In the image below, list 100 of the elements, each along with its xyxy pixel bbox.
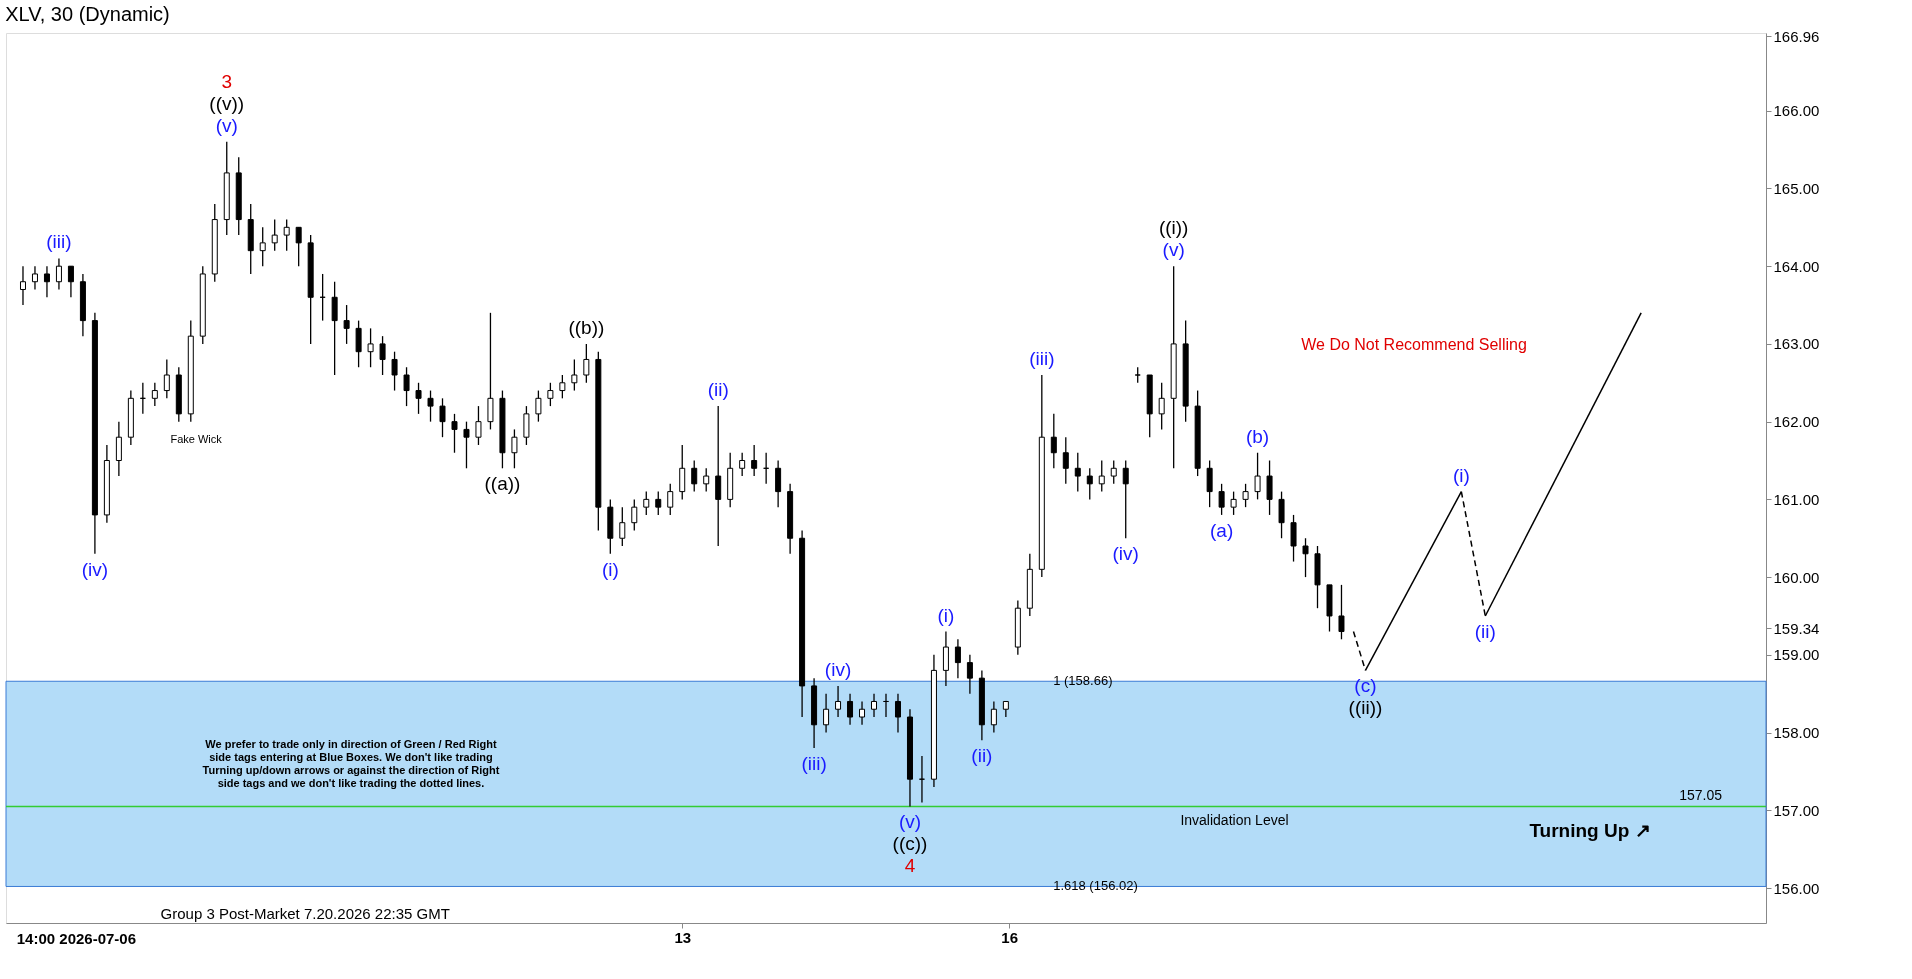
annotation: (i) bbox=[601, 558, 619, 580]
candlestick bbox=[427, 389, 434, 423]
candlestick bbox=[271, 218, 278, 252]
candlestick bbox=[535, 389, 542, 423]
annotation: (a) bbox=[1210, 519, 1234, 541]
annotation: 1.618 (156.02) bbox=[1053, 878, 1138, 894]
y-tick-label: 162.00 bbox=[1773, 413, 1820, 431]
y-tick-label: 164.00 bbox=[1773, 257, 1820, 275]
candlestick bbox=[511, 428, 518, 469]
y-tick-label: 166.96 bbox=[1773, 27, 1820, 45]
candlestick bbox=[19, 265, 26, 306]
candlestick bbox=[859, 700, 866, 726]
annotation: Turning Up ↗ bbox=[1529, 820, 1651, 842]
candlestick bbox=[1290, 514, 1297, 563]
text: 14:00 2026-07-06 bbox=[16, 930, 137, 948]
candlestick bbox=[343, 304, 350, 345]
candlestick bbox=[643, 490, 650, 516]
candlestick bbox=[1122, 459, 1129, 539]
annotation: ((b)) bbox=[568, 316, 605, 338]
y-tick-label: 165.00 bbox=[1773, 179, 1820, 197]
candlestick bbox=[559, 374, 566, 399]
annotation: (i) bbox=[1452, 464, 1470, 486]
y-tick-label: 166.00 bbox=[1773, 102, 1820, 120]
x-tick-label: 16 bbox=[1001, 928, 1018, 946]
candlestick bbox=[954, 638, 961, 679]
annotation: (c) bbox=[1354, 675, 1377, 697]
candlestick bbox=[163, 358, 170, 399]
candlestick bbox=[871, 693, 878, 718]
candlestick bbox=[1062, 436, 1069, 485]
annotation: ((a)) bbox=[484, 473, 521, 495]
candlestick bbox=[667, 483, 674, 516]
annotation: (iv) bbox=[1112, 543, 1139, 565]
y-tick-label: 163.00 bbox=[1773, 335, 1820, 353]
candlestick bbox=[1242, 483, 1249, 508]
candlestick bbox=[1338, 584, 1345, 640]
candlestick bbox=[1218, 483, 1225, 516]
annotation: ((ii)) bbox=[1348, 697, 1383, 719]
candlestick bbox=[775, 459, 782, 508]
candlestick bbox=[571, 358, 578, 392]
y-tick-label: 161.00 bbox=[1773, 490, 1820, 508]
y-tick-label: 159.00 bbox=[1773, 646, 1820, 664]
annotation: (iv) bbox=[824, 658, 852, 680]
candlestick bbox=[259, 226, 266, 267]
annotation: (v) bbox=[215, 114, 238, 136]
candlestick bbox=[523, 405, 530, 446]
candlestick bbox=[619, 506, 626, 547]
candlestick bbox=[990, 700, 997, 734]
annotation: We Do Not Recommend Selling bbox=[1301, 335, 1527, 353]
candlestick bbox=[894, 693, 901, 734]
candlestick bbox=[1098, 459, 1105, 493]
candlestick bbox=[331, 281, 338, 376]
candlestick bbox=[751, 444, 758, 477]
chart-title: XLV, 30 (Dynamic) bbox=[5, 3, 170, 26]
annotation: Invalidation Level bbox=[1180, 811, 1289, 828]
annotation: (v) bbox=[1162, 239, 1185, 261]
candlestick bbox=[439, 397, 446, 438]
annotation: (iii) bbox=[801, 753, 827, 775]
annotation: Fake Wick bbox=[170, 432, 223, 445]
candlestick bbox=[1074, 452, 1081, 493]
candlestick bbox=[966, 654, 973, 695]
candlestick bbox=[367, 327, 374, 368]
y-tick-label: 159.34 bbox=[1773, 619, 1820, 637]
candlestick bbox=[391, 351, 398, 392]
annotation: (iv) bbox=[81, 558, 109, 580]
candlestick bbox=[151, 382, 158, 407]
candlestick bbox=[583, 343, 590, 384]
candlestick bbox=[487, 312, 494, 431]
candlestick bbox=[631, 498, 638, 532]
annotation: 3 bbox=[221, 70, 233, 92]
candlestick bbox=[679, 444, 686, 501]
candlestick bbox=[823, 693, 830, 734]
annotation: (i) bbox=[937, 604, 955, 626]
candlestick bbox=[1086, 467, 1093, 501]
annotation: (ii) bbox=[707, 379, 729, 401]
candlestick bbox=[942, 630, 949, 687]
candlestick bbox=[43, 265, 50, 298]
candlestick bbox=[1302, 537, 1309, 578]
candlestick bbox=[1206, 459, 1213, 508]
annotation: (iii) bbox=[1029, 348, 1055, 370]
annotation: (iii) bbox=[46, 231, 72, 253]
candlestick bbox=[283, 218, 290, 252]
annotation: ((v)) bbox=[209, 92, 245, 114]
candlestick bbox=[703, 467, 710, 493]
candlestick bbox=[55, 257, 62, 291]
candlestick bbox=[655, 490, 662, 516]
candlestick bbox=[691, 459, 698, 493]
annotation: We prefer to trade only in direction of Green / Red Right side tags entering at Blue Boxes. We don't like trading Turning up/down arrows or against the direction of Right side tags and we don't like trading the dotted lines. bbox=[202, 738, 500, 789]
candlestick bbox=[451, 413, 458, 454]
y-tick-label: 160.00 bbox=[1773, 568, 1820, 586]
candlestick bbox=[415, 382, 422, 415]
annotation: 4 bbox=[904, 855, 916, 877]
candlestick bbox=[715, 405, 722, 547]
candlestick bbox=[1110, 459, 1117, 485]
candlestick bbox=[295, 226, 302, 267]
candlestick bbox=[1230, 490, 1237, 516]
candlestick bbox=[1158, 382, 1165, 431]
candlestick bbox=[1278, 490, 1285, 539]
candlestick bbox=[835, 685, 842, 718]
candlestick bbox=[547, 382, 554, 407]
annotation: (b) bbox=[1245, 425, 1270, 447]
